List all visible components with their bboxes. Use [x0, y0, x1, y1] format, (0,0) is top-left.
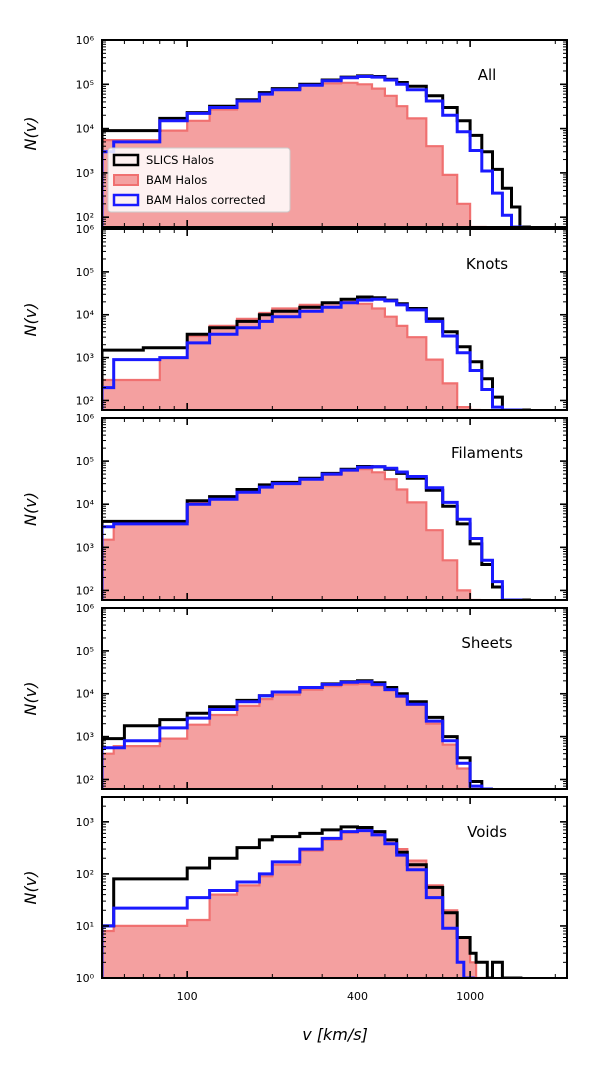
panel-knots-ytick-label: 10² [76, 394, 94, 407]
panel-voids-ytick-label: 10¹ [76, 920, 94, 933]
legend-label-slics-halos: SLICS Halos [146, 153, 214, 167]
x-axis-label: v [km/s] [302, 1025, 368, 1044]
panel-sheets-ytick-label: 10³ [76, 731, 94, 744]
panel-sheets-ytick-label: 10⁶ [76, 602, 95, 615]
legend-swatch-bam-halos-corrected [112, 193, 140, 207]
panel-knots-ytick-label: 10⁶ [76, 223, 95, 236]
panel-knots-ytick-label: 10⁴ [76, 309, 95, 322]
panel-filaments-ytick-label: 10⁴ [76, 498, 95, 511]
panel-all-series-bam-halos-corrected [102, 75, 523, 227]
panel-voids-ytick-label: 10³ [76, 816, 94, 829]
panel-sheets-ytick-label: 10⁴ [76, 688, 95, 701]
panel-voids-series-bam-halos [102, 828, 487, 978]
panel-knots-ytick-label: 10⁵ [76, 266, 94, 279]
panel-voids-ytick-label: 10⁰ [76, 972, 95, 985]
panel-sheets-ytick-label: 10² [76, 773, 94, 786]
panel-filaments-series-bam-halos-corrected [102, 465, 523, 600]
x-tick-label: 1000 [456, 990, 484, 1003]
panel-filaments-ylabel: N(v) [21, 492, 40, 526]
panel-sheets-ylabel: N(v) [21, 682, 40, 716]
panel-all-frame [101, 39, 568, 228]
panel-voids-series-slics-halos [102, 825, 523, 978]
panel-all-ytick-label: 10³ [76, 167, 94, 180]
panel-all-ytick-label: 10⁴ [76, 123, 95, 136]
panel-filaments-ytick-label: 10³ [76, 541, 94, 554]
legend-label-bam-halos: BAM Halos [146, 173, 207, 187]
panel-filaments-ytick-label: 10² [76, 584, 94, 597]
panels-layer: 10² 10³ 10⁴ 10⁵ 10⁶ All N(v) 10² 10³ 10⁴ 10⁵ 10⁶ Kno… [21, 34, 568, 1003]
panel-knots-ytick-label: 10³ [76, 352, 94, 365]
legend-box [107, 147, 291, 213]
panel-filaments-ytick-label: 10⁵ [76, 455, 94, 468]
panel-all-ylabel: N(v) [21, 117, 40, 151]
legend-swatch-bam-halos [113, 174, 139, 186]
panel-knots-series-bam-halos-corrected [102, 297, 523, 410]
x-tick-label: 100 [177, 990, 198, 1003]
panel-filaments-label: Filaments [451, 444, 523, 462]
panel-all-ytick-label: 10⁶ [76, 34, 95, 47]
panel-all-label: All [478, 66, 497, 84]
panel-filaments: 10² 10³ 10⁴ 10⁵ 10⁶ Filaments N(v) [21, 412, 568, 601]
panel-knots-label: Knots [466, 255, 508, 273]
x-tick-label: 400 [347, 990, 368, 1003]
panel-knots-plot-area [102, 295, 531, 410]
panel-sheets-series-bam-halos-corrected [102, 680, 493, 789]
panel-sheets-plot-area [102, 679, 493, 789]
panel-filaments-ytick-label: 10⁶ [76, 412, 95, 425]
panel-sheets: 10² 10³ 10⁴ 10⁵ 10⁶ Sheets N(v) [21, 602, 568, 790]
panel-all: 10² 10³ 10⁴ 10⁵ 10⁶ All N(v) [21, 34, 568, 228]
legend-label-bam-halos-corrected: BAM Halos corrected [146, 193, 266, 207]
legend-swatch-slics-halos [112, 153, 140, 167]
panel-knots: 10² 10³ 10⁴ 10⁵ 10⁶ Knots N(v) [21, 223, 568, 411]
panel-sheets-frame [101, 607, 568, 790]
panel-voids-plot-area [102, 825, 523, 978]
panel-knots-ylabel: N(v) [21, 303, 40, 337]
panel-voids: 10⁰ 10¹ 10² 10³ Voids N(v) [21, 796, 568, 985]
panel-all-ytick-label: 10² [76, 211, 94, 224]
panel-filaments-plot-area [102, 465, 531, 600]
panel-filaments-frame [101, 417, 568, 601]
panel-filaments-series-bam-halos [102, 468, 481, 600]
panel-voids-frame [101, 796, 568, 979]
panel-voids-ylabel: N(v) [21, 871, 40, 905]
panel-voids-ytick-label: 10² [76, 868, 94, 881]
legend: SLICS Halos BAM Halos BAM Halos corrected [107, 147, 291, 213]
panel-sheets-series-bam-halos [102, 682, 487, 789]
panel-knots-frame [101, 228, 568, 411]
panel-voids-label: Voids [467, 823, 507, 841]
panel-sheets-label: Sheets [461, 634, 512, 652]
panel-sheets-ytick-label: 10⁵ [76, 645, 94, 658]
panel-voids-series-bam-halos-corrected [102, 829, 475, 978]
panel-all-ytick-label: 10⁵ [76, 78, 94, 91]
